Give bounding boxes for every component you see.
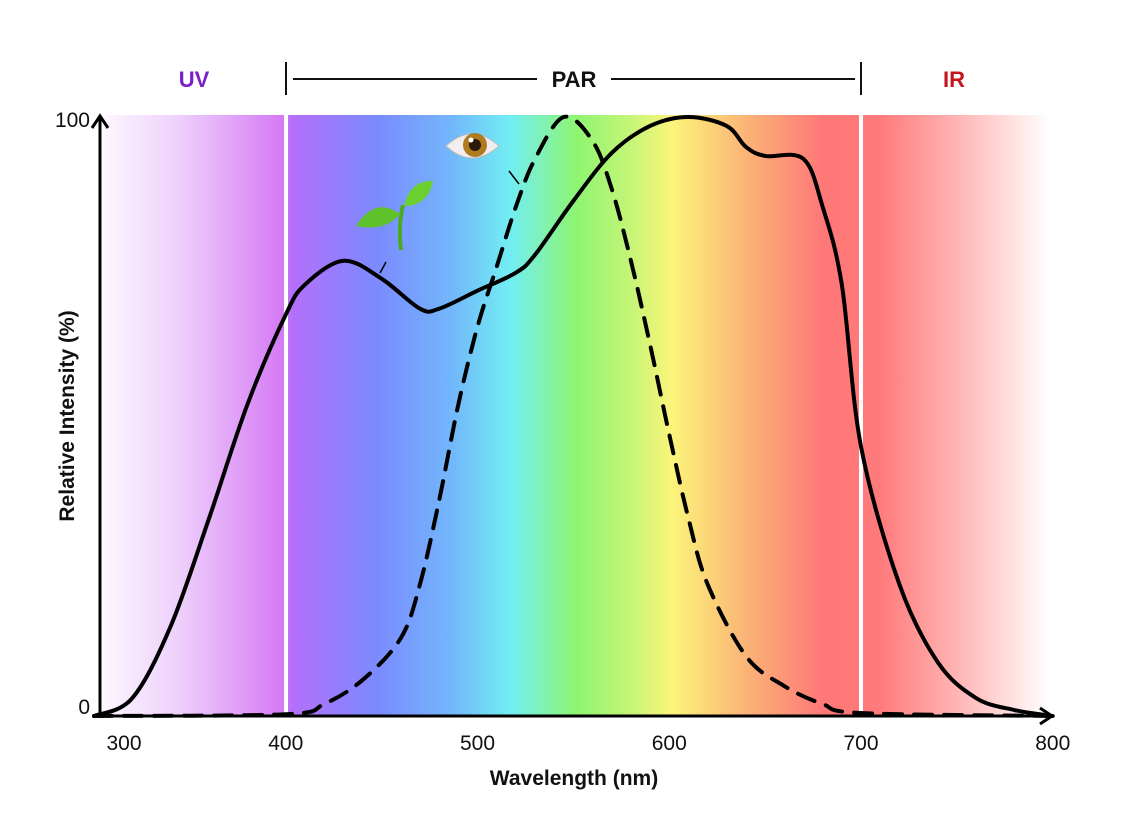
plant-response-curve [92, 114, 1055, 718]
x-tick-label: 800 [1035, 732, 1070, 755]
x-tick-label: 700 [843, 732, 878, 755]
region-label-uv: UV [179, 67, 210, 92]
eye-icon [445, 133, 520, 185]
y-axis-arrow [90, 113, 110, 129]
region-label-ir: IR [943, 67, 965, 92]
x-tick-label: 600 [652, 732, 687, 755]
eye-sensitivity-curve [92, 114, 1055, 718]
y-tick-label: 100 [55, 109, 90, 132]
x-tick-label: 500 [460, 732, 495, 755]
y-axis-label: Relative Intensity (%) [56, 310, 79, 521]
x-axis-arrow [1039, 706, 1055, 726]
region-label-par: PAR [552, 67, 597, 92]
plant-sprout-icon [356, 180, 433, 274]
x-axis-label: Wavelength (nm) [490, 767, 658, 790]
par-bracket [285, 62, 862, 95]
x-tick-label: 300 [106, 732, 141, 755]
y-tick-label: 0 [78, 696, 90, 719]
spectrum-background [103, 115, 1050, 716]
x-tick-label: 400 [268, 732, 303, 755]
